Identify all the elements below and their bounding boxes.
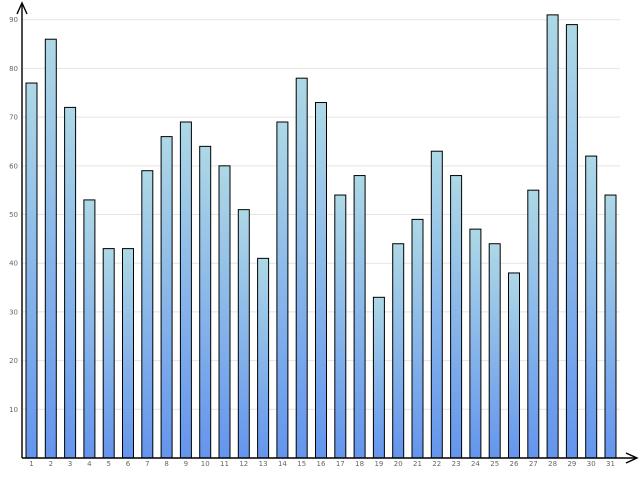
y-tick-label: 90	[9, 16, 18, 24]
x-tick-label: 27	[529, 460, 538, 468]
x-tick-label: 6	[126, 460, 131, 468]
bar-21	[411, 218, 424, 459]
bar-18	[353, 175, 366, 459]
bar-9	[179, 121, 192, 459]
bar-17	[334, 194, 347, 459]
x-tick-label: 30	[587, 460, 596, 468]
y-tick-label: 70	[9, 114, 18, 122]
x-tick-label: 25	[490, 460, 499, 468]
x-tick-label: 22	[432, 460, 441, 468]
x-tick-label: 24	[471, 460, 480, 468]
x-tick-label: 19	[374, 460, 383, 468]
x-tick-label: 31	[606, 460, 615, 468]
bar-14	[276, 121, 289, 459]
y-tick-label: 80	[9, 65, 18, 73]
y-axis-arrow	[16, 1, 28, 15]
x-tick-label: 29	[567, 460, 576, 468]
bar-1	[25, 82, 38, 459]
bar-8	[160, 136, 173, 459]
y-tick-label: 30	[9, 308, 18, 316]
bar-3	[64, 106, 77, 459]
x-tick-label: 5	[106, 460, 110, 468]
bar-5	[102, 248, 115, 459]
bar-31	[604, 194, 617, 459]
x-axis-ticks: 1 2 3 4 5 6 7 8 9 10 11 12 13 14 15 16 17 18 19 20 21 22 23 24 2…	[29, 460, 615, 468]
bar-20	[392, 243, 405, 459]
bar-27	[527, 189, 540, 459]
x-tick-label: 13	[259, 460, 268, 468]
x-tick-label: 11	[220, 460, 229, 468]
bar-16	[315, 102, 327, 459]
y-tick-label: 10	[9, 406, 18, 414]
bars	[25, 14, 617, 459]
x-tick-label: 10	[201, 460, 210, 468]
bar-22	[430, 150, 443, 459]
x-tick-label: 15	[297, 460, 306, 468]
bar-2	[44, 38, 57, 459]
x-tick-label: 4	[87, 460, 92, 468]
y-tick-label: 60	[9, 162, 18, 170]
bar-29	[565, 24, 578, 459]
bar-6	[122, 248, 134, 459]
axes	[16, 1, 639, 464]
bar-13	[257, 257, 270, 459]
x-tick-label: 16	[317, 460, 326, 468]
y-axis-ticks: 10 20 30 40 50 60 70 80 90	[9, 16, 18, 414]
bar-4	[83, 199, 96, 459]
x-tick-label: 8	[164, 460, 168, 468]
y-tick-label: 40	[9, 260, 18, 268]
bar-28	[546, 14, 559, 459]
x-tick-label: 14	[278, 460, 287, 468]
bar-10	[199, 145, 212, 459]
x-tick-label: 20	[394, 460, 403, 468]
x-tick-label: 21	[413, 460, 422, 468]
bar-23	[450, 175, 463, 459]
x-tick-label: 17	[336, 460, 345, 468]
bar-25	[488, 243, 501, 459]
y-tick-label: 20	[9, 357, 18, 365]
x-tick-label: 7	[145, 460, 149, 468]
x-tick-label: 3	[68, 460, 72, 468]
y-tick-label: 50	[9, 211, 18, 219]
bar-7	[141, 170, 154, 459]
x-tick-label: 12	[239, 460, 248, 468]
x-axis-arrow	[625, 452, 639, 464]
bar-11	[218, 165, 231, 459]
bar-26	[508, 272, 520, 459]
bar-30	[585, 155, 598, 459]
x-tick-label: 2	[49, 460, 53, 468]
bar-15	[295, 77, 308, 459]
x-tick-label: 28	[548, 460, 557, 468]
x-tick-label: 9	[184, 460, 188, 468]
bar-19	[372, 296, 385, 459]
x-tick-label: 18	[355, 460, 364, 468]
bar-12	[237, 209, 250, 459]
bar-24	[469, 228, 482, 459]
x-tick-label: 23	[452, 460, 461, 468]
x-tick-label: 1	[29, 460, 33, 468]
x-tick-label: 26	[510, 460, 519, 468]
